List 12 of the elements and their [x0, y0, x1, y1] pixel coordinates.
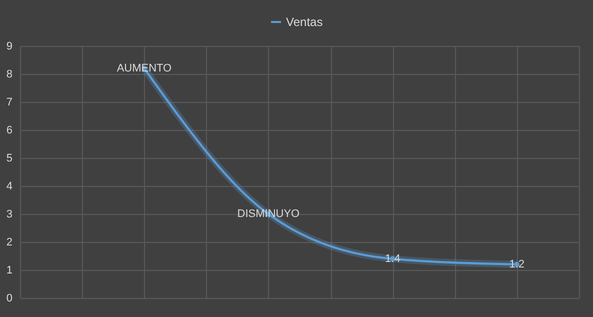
y-tick-label: 4 [6, 180, 12, 192]
y-tick-label: 8 [6, 68, 12, 80]
y-tick-label: 5 [6, 152, 12, 164]
text: 1.4 [385, 252, 400, 265]
legend-label: Ventas [286, 15, 323, 29]
y-tick-label: 2 [6, 236, 12, 248]
y-tick-label: 0 [6, 292, 12, 304]
y-tick-label: 1 [6, 264, 12, 276]
y-tick-label: 3 [6, 208, 12, 220]
y-tick-label: 7 [6, 96, 12, 108]
y-tick-label: 9 [6, 40, 12, 52]
y-tick-label: 6 [6, 124, 12, 136]
